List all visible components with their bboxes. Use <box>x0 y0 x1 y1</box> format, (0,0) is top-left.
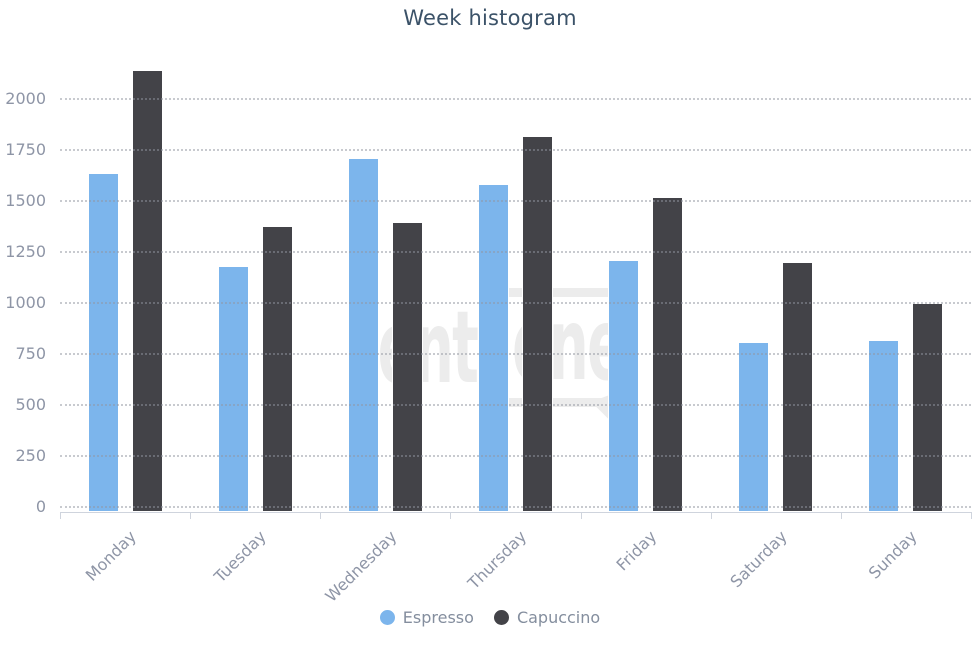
x-axis-tick <box>320 513 322 519</box>
x-axis-tick <box>840 513 842 519</box>
x-tick-label-monday: Monday <box>81 526 140 585</box>
x-axis-tick <box>580 513 582 519</box>
legend-label-capuccino: Capuccino <box>516 608 601 627</box>
chart-title: Week histogram <box>403 6 577 30</box>
x-tick-label-tuesday: Tuesday <box>210 526 270 587</box>
x-tick-label-thursday: Thursday <box>464 526 531 593</box>
y-tick-label-1500: 1500 <box>5 191 46 210</box>
x-tick-label-wednesday: Wednesday <box>321 526 401 606</box>
bar-espresso-monday[interactable] <box>87 173 119 512</box>
x-axis-tick <box>710 513 712 519</box>
y-tick-label-1000: 1000 <box>5 293 46 312</box>
bar-capuccino-wednesday[interactable] <box>391 222 423 512</box>
legend-label-espresso: Espresso <box>402 608 474 627</box>
y-tick-label-750: 750 <box>15 344 46 363</box>
plot-area <box>60 60 971 512</box>
x-axis-tick <box>190 513 192 519</box>
y-tick-label-1750: 1750 <box>5 140 46 159</box>
bar-capuccino-friday[interactable] <box>652 196 684 512</box>
x-tick-label-sunday: Sunday <box>864 526 921 583</box>
bar-espresso-saturday[interactable] <box>738 341 770 512</box>
bar-capuccino-thursday[interactable] <box>522 135 553 512</box>
bar-espresso-friday[interactable] <box>608 260 640 512</box>
x-axis-tick <box>971 513 972 519</box>
bar-capuccino-sunday[interactable] <box>912 303 944 512</box>
bar-espresso-thursday[interactable] <box>478 183 509 512</box>
y-tick-label-0: 0 <box>35 497 46 516</box>
x-tick-label-friday: Friday <box>612 526 661 575</box>
legend: Espresso Capuccino <box>0 608 980 627</box>
bar-capuccino-tuesday[interactable] <box>261 225 293 512</box>
bar-espresso-tuesday[interactable] <box>217 266 249 512</box>
legend-marker-espresso <box>379 610 395 625</box>
y-tick-label-1250: 1250 <box>5 242 46 261</box>
y-tick-label-2000: 2000 <box>5 89 46 108</box>
bar-capuccino-saturday[interactable] <box>782 262 814 512</box>
bar-espresso-wednesday[interactable] <box>347 158 379 512</box>
bar-espresso-sunday[interactable] <box>868 339 900 512</box>
x-axis-tick <box>450 513 452 519</box>
y-tick-label-250: 250 <box>15 446 46 465</box>
x-axis-line <box>60 512 972 513</box>
legend-item-espresso[interactable]: Espresso <box>379 608 474 627</box>
bar-capuccino-monday[interactable] <box>131 70 163 512</box>
legend-item-capuccino[interactable]: Capuccino <box>493 608 601 627</box>
y-tick-label-500: 500 <box>15 395 46 414</box>
legend-marker-capuccino <box>493 610 509 625</box>
x-axis-tick <box>60 513 61 519</box>
x-tick-label-saturday: Saturday <box>726 526 791 592</box>
